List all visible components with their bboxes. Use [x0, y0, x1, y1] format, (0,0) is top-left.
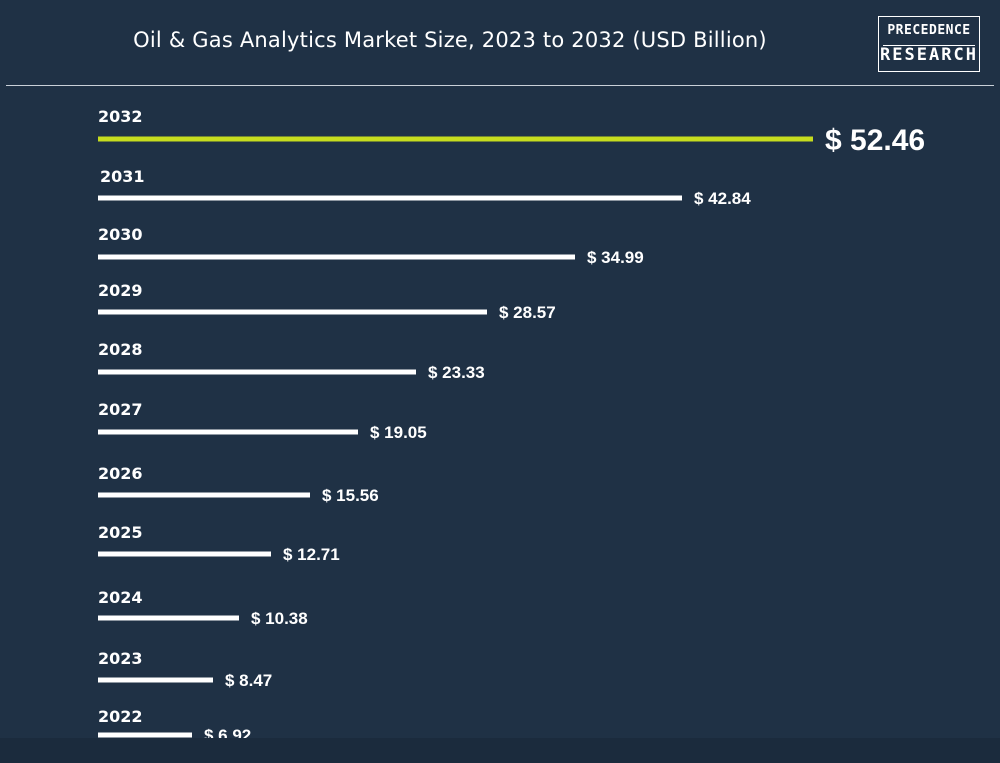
bar-2023 — [98, 677, 213, 683]
header-divider — [6, 85, 994, 86]
year-label-2032: 2032 — [98, 107, 143, 126]
bar-2027 — [98, 429, 358, 435]
bar-2024 — [98, 615, 239, 621]
bar-2029 — [98, 309, 487, 315]
value-label-2026: $ 15.56 — [322, 486, 379, 505]
value-label-2025: $ 12.71 — [283, 545, 340, 564]
logo-line-2: RESEARCH — [880, 45, 978, 65]
year-label-2022: 2022 — [98, 707, 143, 726]
value-label-2028: $ 23.33 — [428, 363, 485, 382]
bar-2022 — [98, 732, 192, 738]
value-label-2024: $ 10.38 — [251, 609, 308, 628]
brand-logo: PRECEDENCE RESEARCH — [878, 16, 980, 72]
bottom-strip — [0, 738, 1000, 763]
year-label-2026: 2026 — [98, 464, 143, 483]
bars-group: 2032 $ 52.46 2031 $ 42.84 2030 $ 34.99 2029 $ 2… — [98, 107, 925, 745]
chart-title: Oil & Gas Analytics Market Size, 2023 to… — [133, 28, 767, 52]
bar-2025 — [98, 551, 271, 557]
bar-2026 — [98, 492, 310, 498]
year-label-2023: 2023 — [98, 649, 143, 668]
year-label-2027: 2027 — [98, 400, 143, 419]
value-label-2030: $ 34.99 — [587, 248, 644, 267]
value-label-2027: $ 19.05 — [370, 423, 427, 442]
bar-2030 — [98, 254, 575, 260]
year-label-2024: 2024 — [98, 588, 143, 607]
year-label-2025: 2025 — [98, 523, 143, 542]
value-label-2032: $ 52.46 — [825, 124, 925, 157]
value-label-2023: $ 8.47 — [225, 671, 272, 690]
logo-divider — [883, 45, 975, 46]
year-label-2029: 2029 — [98, 281, 143, 300]
bar-2031 — [98, 195, 682, 201]
logo-line-1: PRECEDENCE — [887, 23, 971, 38]
bar-2028 — [98, 369, 416, 375]
value-label-2031: $ 42.84 — [694, 189, 751, 208]
bar-2032 — [98, 136, 813, 142]
value-label-2029: $ 28.57 — [499, 303, 556, 322]
year-label-2028: 2028 — [98, 340, 143, 359]
year-label-2031: 2031 — [100, 167, 145, 186]
year-label-2030: 2030 — [98, 225, 143, 244]
